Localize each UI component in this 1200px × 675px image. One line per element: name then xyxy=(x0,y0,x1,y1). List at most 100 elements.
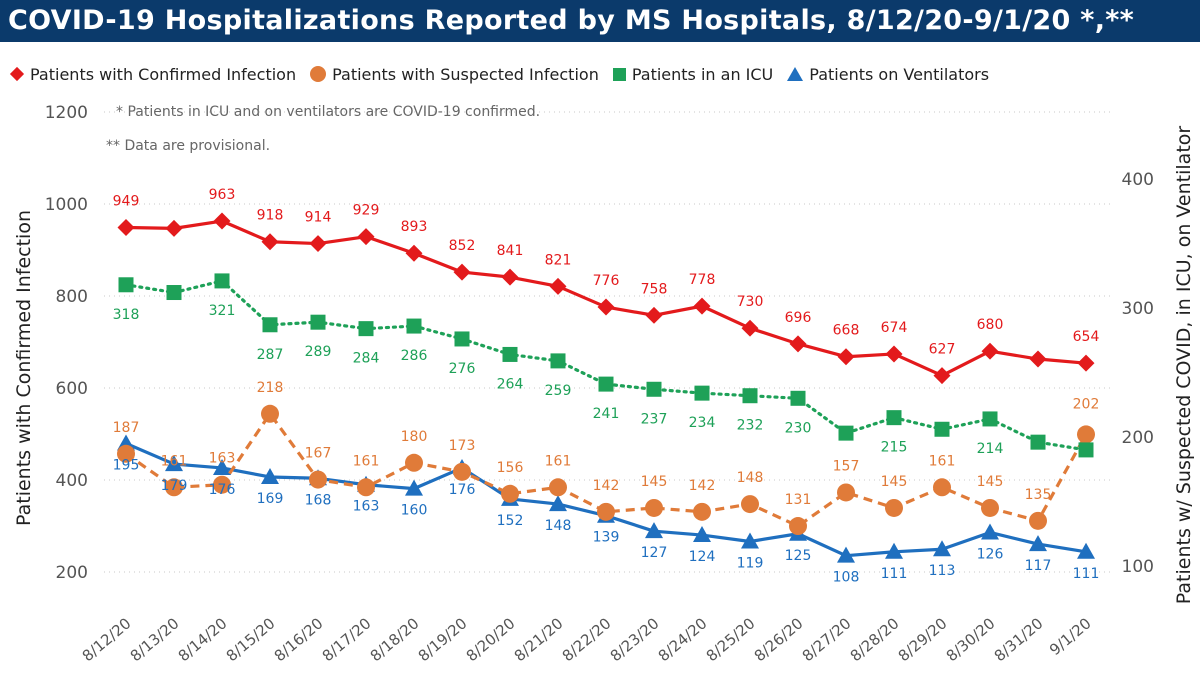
x-tick-label: 8/24/20 xyxy=(655,614,711,665)
data-point-ventilators xyxy=(1029,535,1047,552)
data-point-suspected xyxy=(837,483,855,502)
data-point-ventilators xyxy=(885,542,903,559)
data-label-ventilators: 148 xyxy=(545,518,572,534)
data-point-confirmed xyxy=(933,367,951,385)
data-point-suspected xyxy=(453,462,471,481)
data-label-confirmed: 893 xyxy=(401,219,428,235)
data-label-ventilators: 124 xyxy=(689,549,716,565)
data-point-suspected xyxy=(357,478,375,497)
data-point-icu xyxy=(502,346,518,362)
data-point-confirmed xyxy=(165,219,183,237)
data-label-confirmed: 680 xyxy=(977,317,1004,333)
data-label-suspected: 161 xyxy=(545,453,572,469)
x-tick-label: 8/14/20 xyxy=(175,614,231,665)
x-tick-label: 8/15/20 xyxy=(223,614,279,665)
x-tick-label: 8/29/20 xyxy=(895,614,951,665)
data-point-suspected xyxy=(1077,425,1095,444)
data-point-icu xyxy=(454,331,470,347)
legend: Patients with Confirmed Infection Patien… xyxy=(9,62,1003,86)
x-tick-label: 8/21/20 xyxy=(511,614,567,665)
data-label-icu: 241 xyxy=(593,406,620,422)
data-label-ventilators: 119 xyxy=(737,555,764,571)
data-label-ventilators: 111 xyxy=(1073,566,1100,582)
data-point-confirmed xyxy=(885,345,903,363)
right-tick-label: 200 xyxy=(1122,428,1154,448)
data-point-suspected xyxy=(213,475,231,494)
right-tick-label: 300 xyxy=(1122,299,1154,319)
data-point-suspected xyxy=(117,444,135,463)
left-tick-label: 800 xyxy=(56,287,88,307)
x-tick-label: 8/12/20 xyxy=(79,614,135,665)
data-point-suspected xyxy=(501,484,519,503)
data-label-suspected: 131 xyxy=(785,492,812,508)
x-tick-label: 8/22/20 xyxy=(559,614,615,665)
x-tick-label: 8/16/20 xyxy=(271,614,327,665)
data-label-icu: 232 xyxy=(737,418,764,434)
data-label-confirmed: 949 xyxy=(113,193,140,209)
data-point-suspected xyxy=(405,453,423,472)
data-point-ventilators xyxy=(549,495,567,512)
data-point-icu xyxy=(406,318,422,334)
data-label-icu: 276 xyxy=(449,361,476,377)
data-point-suspected xyxy=(693,502,711,521)
data-point-icu xyxy=(934,421,950,437)
data-point-suspected xyxy=(789,517,807,536)
data-point-confirmed xyxy=(645,306,663,324)
data-point-icu xyxy=(310,314,326,330)
x-tick-label: 8/19/20 xyxy=(415,614,471,665)
data-label-icu: 214 xyxy=(977,441,1004,457)
data-label-suspected: 180 xyxy=(401,429,428,445)
data-label-suspected: 218 xyxy=(257,380,284,396)
data-label-suspected: 157 xyxy=(833,458,860,474)
triangle-marker-icon xyxy=(787,67,804,81)
series-line-suspected xyxy=(125,412,1088,528)
data-point-ventilators xyxy=(1077,542,1095,559)
left-axis-title: Patients with Confirmed Infection xyxy=(13,210,35,526)
x-tick-label: 8/30/20 xyxy=(943,614,999,665)
data-point-icu xyxy=(694,385,710,401)
data-point-confirmed xyxy=(357,228,375,246)
data-label-suspected: 202 xyxy=(1073,396,1100,412)
right-axis-title: Patients w/ Suspected COVID, in ICU, on … xyxy=(1173,126,1195,605)
data-label-suspected: 135 xyxy=(1025,487,1052,503)
data-label-suspected: 167 xyxy=(305,446,332,462)
data-label-confirmed: 776 xyxy=(593,273,620,289)
data-label-confirmed: 821 xyxy=(545,252,572,268)
data-point-ventilators xyxy=(405,479,423,496)
data-label-ventilators: 117 xyxy=(1025,558,1052,574)
data-point-confirmed xyxy=(117,218,135,236)
data-label-confirmed: 778 xyxy=(689,272,716,288)
data-point-ventilators xyxy=(837,546,855,563)
data-label-icu: 259 xyxy=(545,383,572,399)
data-point-confirmed xyxy=(453,263,471,281)
data-label-suspected: 161 xyxy=(353,453,380,469)
data-point-icu xyxy=(838,425,854,441)
data-label-icu: 284 xyxy=(353,351,380,367)
x-tick-label: 8/28/20 xyxy=(847,614,903,665)
data-point-ventilators xyxy=(165,455,183,472)
data-point-suspected xyxy=(645,498,663,517)
data-point-ventilators xyxy=(741,532,759,549)
data-point-confirmed xyxy=(1029,350,1047,368)
data-label-suspected: 156 xyxy=(497,460,524,476)
data-label-suspected: 161 xyxy=(929,453,956,469)
data-label-suspected: 187 xyxy=(113,420,140,436)
data-point-confirmed xyxy=(549,277,567,295)
data-point-confirmed xyxy=(741,319,759,337)
legend-label-confirmed: Patients with Confirmed Infection xyxy=(30,64,297,84)
note-provisional: ** Data are provisional. xyxy=(106,138,270,154)
x-tick-label: 8/20/20 xyxy=(463,614,519,665)
data-label-icu: 289 xyxy=(305,344,332,360)
data-point-confirmed xyxy=(693,297,711,315)
data-label-suspected: 161 xyxy=(161,453,188,469)
data-label-confirmed: 654 xyxy=(1073,329,1100,345)
legend-item-confirmed: Patients with Confirmed Infection xyxy=(9,64,297,84)
data-point-confirmed xyxy=(309,235,327,253)
data-label-icu: 237 xyxy=(641,411,668,427)
data-point-icu xyxy=(1078,442,1094,458)
data-point-suspected xyxy=(597,502,615,521)
data-label-ventilators: 108 xyxy=(833,570,860,586)
data-label-ventilators: 169 xyxy=(257,491,284,507)
data-point-confirmed xyxy=(405,244,423,262)
